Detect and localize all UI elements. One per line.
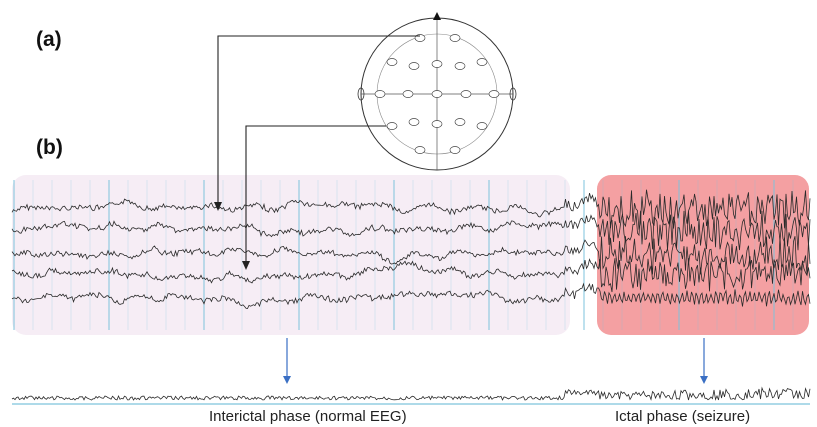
- connector-arrow-1: [214, 35, 420, 211]
- nose-marker: [433, 12, 441, 20]
- electrode: [449, 146, 461, 154]
- arrow-ictal: [700, 338, 708, 384]
- interictal-region: [12, 175, 570, 335]
- electrode: [454, 118, 466, 126]
- interictal-phase-label: Interictal phase (normal EEG): [209, 408, 407, 425]
- electrode: [386, 58, 398, 66]
- right-ear: [509, 87, 517, 101]
- electrode: [488, 90, 500, 98]
- arrow-interictal: [283, 338, 291, 384]
- electrode: [408, 62, 420, 70]
- eeg-traces: [11, 189, 811, 310]
- eeg-channel-trace: [11, 236, 811, 275]
- electrode: [386, 122, 398, 130]
- summary-trace-line: [11, 386, 811, 401]
- electrode: [414, 146, 426, 154]
- electrode: [408, 118, 420, 126]
- grid-lines: [13, 180, 794, 330]
- electrode: [374, 90, 386, 98]
- electrode: [476, 58, 488, 66]
- ictal-phase-label: Ictal phase (seizure): [615, 408, 751, 425]
- electrode: [476, 122, 488, 130]
- panel-label-b: (b): [36, 136, 63, 159]
- electrode: [431, 90, 443, 98]
- eeg-channel-trace: [11, 189, 811, 230]
- electrodes: [374, 34, 500, 154]
- summary-trace: [11, 386, 811, 401]
- electrode: [431, 120, 443, 128]
- panel-label-a: (a): [36, 28, 62, 51]
- electrode: [454, 62, 466, 70]
- left-ear: [357, 87, 365, 101]
- electrode: [460, 90, 472, 98]
- electrode-head-map: [357, 12, 517, 171]
- electrode: [431, 60, 443, 68]
- electrode: [449, 34, 461, 42]
- connector-arrow-2: [242, 125, 386, 270]
- eeg-channel-trace: [11, 256, 811, 293]
- electrode: [402, 90, 414, 98]
- eeg-channel-trace: [11, 210, 811, 251]
- eeg-channel-trace: [11, 282, 811, 310]
